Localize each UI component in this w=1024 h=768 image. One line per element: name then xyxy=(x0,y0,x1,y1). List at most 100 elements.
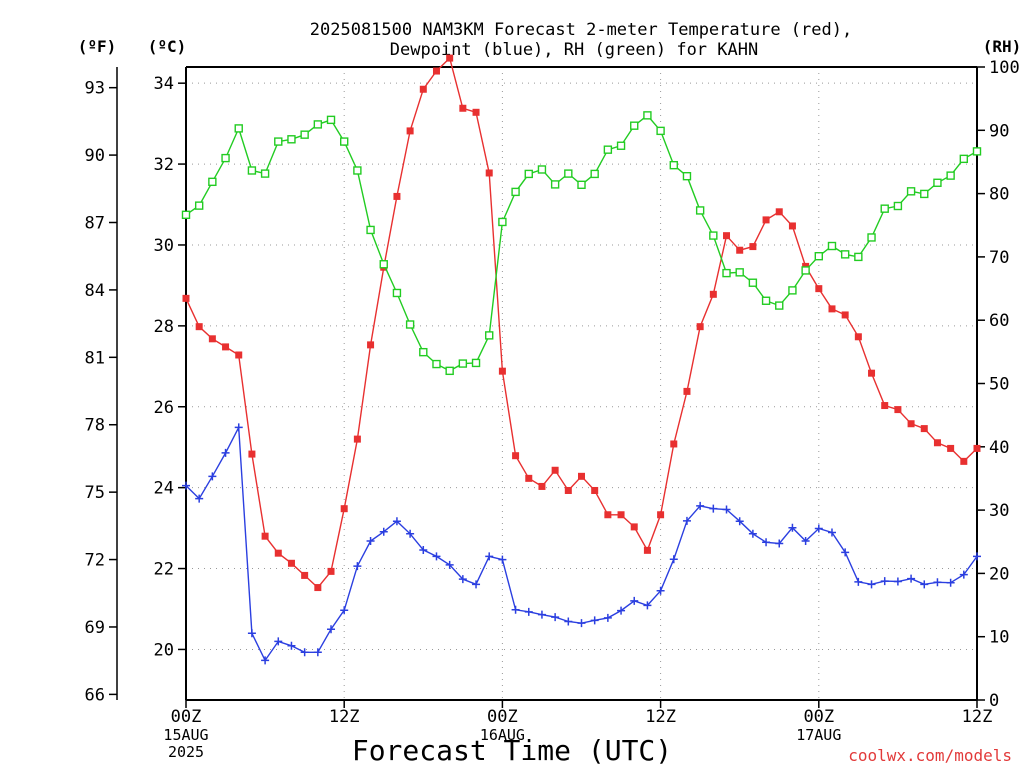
dewpoint-point xyxy=(973,552,981,561)
dewpoint-point xyxy=(208,472,217,481)
dewpoint-point xyxy=(735,517,744,526)
dewpoint-point xyxy=(551,613,560,622)
dewpoint-point xyxy=(577,619,586,628)
time-tick-label: 00Z xyxy=(487,707,518,727)
temperature-point xyxy=(261,532,269,540)
dewpoint-point xyxy=(300,648,309,657)
temperature-point xyxy=(762,216,770,224)
rh-point xyxy=(801,266,810,275)
dewpoint-point xyxy=(419,545,428,554)
rh-point xyxy=(181,210,191,220)
rh-point xyxy=(432,359,441,369)
time-date-label: 16AUG xyxy=(480,726,525,744)
rh-point xyxy=(537,165,547,174)
fahrenheit-tick-label: 87 xyxy=(85,213,105,233)
rh-point xyxy=(788,286,797,295)
temperature-point xyxy=(815,285,823,293)
temperature-point xyxy=(367,341,375,349)
temperature-point xyxy=(868,369,876,377)
time-tick-label: 12Z xyxy=(645,707,676,727)
temperature-point xyxy=(683,387,691,395)
celsius-tick-label: 24 xyxy=(154,479,174,499)
temperature-point xyxy=(775,208,783,216)
celsius-tick-label: 26 xyxy=(154,398,174,418)
dewpoint-point xyxy=(603,613,612,622)
temperature-point xyxy=(670,440,678,448)
temperature-point xyxy=(459,104,467,112)
dewpoint-point xyxy=(880,577,889,586)
temperature-point xyxy=(551,466,559,474)
dewpoint-point xyxy=(775,539,784,548)
time-tick-label: 00Z xyxy=(803,707,834,727)
rh-point xyxy=(761,296,771,305)
rh-point xyxy=(550,180,560,189)
temperature-point xyxy=(446,54,454,62)
rh-point xyxy=(682,171,692,181)
temperature-point xyxy=(353,435,361,443)
rh-point xyxy=(775,301,784,310)
temperature-point xyxy=(630,523,638,531)
temperature-point xyxy=(854,333,862,341)
temperature-point xyxy=(314,584,322,592)
rh-point xyxy=(485,331,494,340)
dewpoint-point xyxy=(801,537,810,546)
dewpoint-point xyxy=(379,527,388,536)
rh-point xyxy=(511,187,520,197)
temperature-point xyxy=(894,406,902,414)
rh-point xyxy=(247,166,257,175)
dewpoint-point xyxy=(313,648,322,657)
fahrenheit-tick-label: 75 xyxy=(85,483,105,503)
rh-point xyxy=(643,111,652,120)
temperature-point xyxy=(538,482,546,490)
rh-point xyxy=(524,169,533,179)
rh-tick-label: 60 xyxy=(989,311,1009,331)
temperature-point xyxy=(828,305,836,313)
temperature-point xyxy=(222,343,230,351)
rh-point xyxy=(827,241,837,251)
rh-point xyxy=(590,169,599,179)
temperature-point xyxy=(419,85,427,93)
temperature-point xyxy=(723,232,731,240)
temperature-point xyxy=(696,323,704,331)
rh-point xyxy=(695,206,705,215)
rh-point xyxy=(498,217,507,227)
fahrenheit-tick-label: 84 xyxy=(85,281,105,301)
credit-label: coolwx.com/models xyxy=(848,746,1012,765)
rh-point xyxy=(366,225,375,235)
dewpoint-point xyxy=(247,629,256,638)
rh-tick-label: 30 xyxy=(989,501,1009,521)
rh-point xyxy=(867,233,876,242)
temperature-point xyxy=(564,486,572,494)
rh-point xyxy=(946,171,955,180)
fahrenheit-unit-label: (ºF) xyxy=(78,37,117,56)
rh-point xyxy=(419,347,428,357)
dewpoint-point xyxy=(709,504,718,513)
temperature-point xyxy=(933,439,941,447)
rh-point xyxy=(603,145,613,154)
rh-tick-label: 10 xyxy=(989,628,1009,648)
rh-point xyxy=(656,126,665,136)
dewpoint-point xyxy=(458,575,467,584)
dewpoint-point xyxy=(392,517,401,526)
dewpoint-point xyxy=(234,423,243,432)
rh-point xyxy=(458,359,468,368)
dewpoint-point xyxy=(511,605,520,614)
temperature-point xyxy=(498,367,506,375)
rh-point xyxy=(616,141,626,150)
rh-point xyxy=(854,252,863,262)
rh-tick-label: 90 xyxy=(989,121,1009,141)
fahrenheit-tick-label: 90 xyxy=(85,146,105,166)
rh-tick-label: 80 xyxy=(989,185,1009,205)
dewpoint-point xyxy=(669,555,678,564)
rh-point xyxy=(340,137,349,146)
dewpoint-point xyxy=(814,524,823,533)
temperature-point xyxy=(643,546,651,554)
celsius-tick-label: 22 xyxy=(154,560,174,580)
rh-point xyxy=(300,130,309,139)
fahrenheit-tick-label: 78 xyxy=(85,416,105,436)
dewpoint-point xyxy=(195,494,204,503)
fahrenheit-tick-label: 93 xyxy=(85,79,105,99)
rh-point xyxy=(577,180,586,190)
rh-point xyxy=(260,169,270,178)
rh-point xyxy=(972,147,982,156)
